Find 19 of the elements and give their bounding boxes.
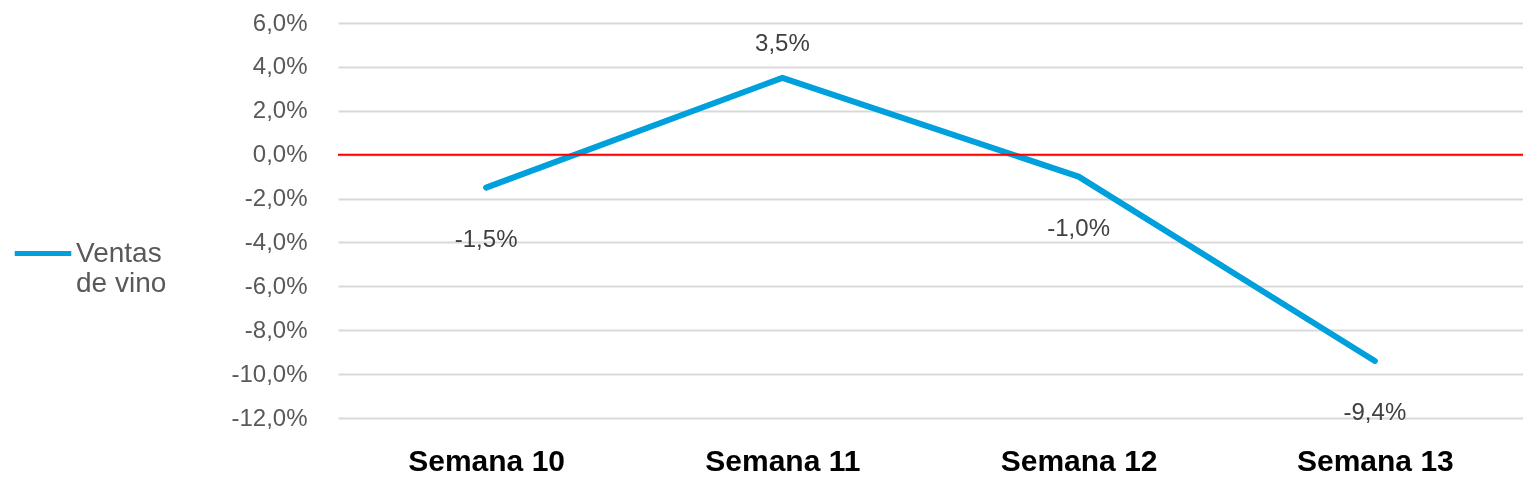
data-label: -9,4%: [1343, 397, 1407, 425]
y-tick-label: -8,0%: [244, 315, 308, 343]
data-label: -1,0%: [1047, 213, 1110, 241]
data-label: -1,5%: [454, 224, 518, 252]
y-tick-label: -4,0%: [244, 227, 308, 255]
x-tick-label: Semana 12: [1000, 443, 1158, 477]
legend-label: Ventas de vino: [76, 236, 167, 298]
y-tick-label: 4,0%: [252, 52, 308, 80]
y-tick-label: 2,0%: [252, 96, 308, 124]
y-tick-label: -10,0%: [231, 359, 308, 387]
x-tick-label: Semana 13: [1296, 443, 1454, 477]
y-tick-label: 0,0%: [252, 140, 308, 168]
y-tick-label: -2,0%: [244, 184, 308, 212]
x-tick-label: Semana 10: [408, 443, 566, 477]
y-tick-label: -12,0%: [231, 403, 308, 431]
y-tick-label: -6,0%: [244, 271, 308, 299]
x-tick-label: Semana 11: [705, 443, 861, 477]
y-tick-label: 6,0%: [252, 8, 308, 36]
data-label: 3,5%: [755, 28, 810, 56]
